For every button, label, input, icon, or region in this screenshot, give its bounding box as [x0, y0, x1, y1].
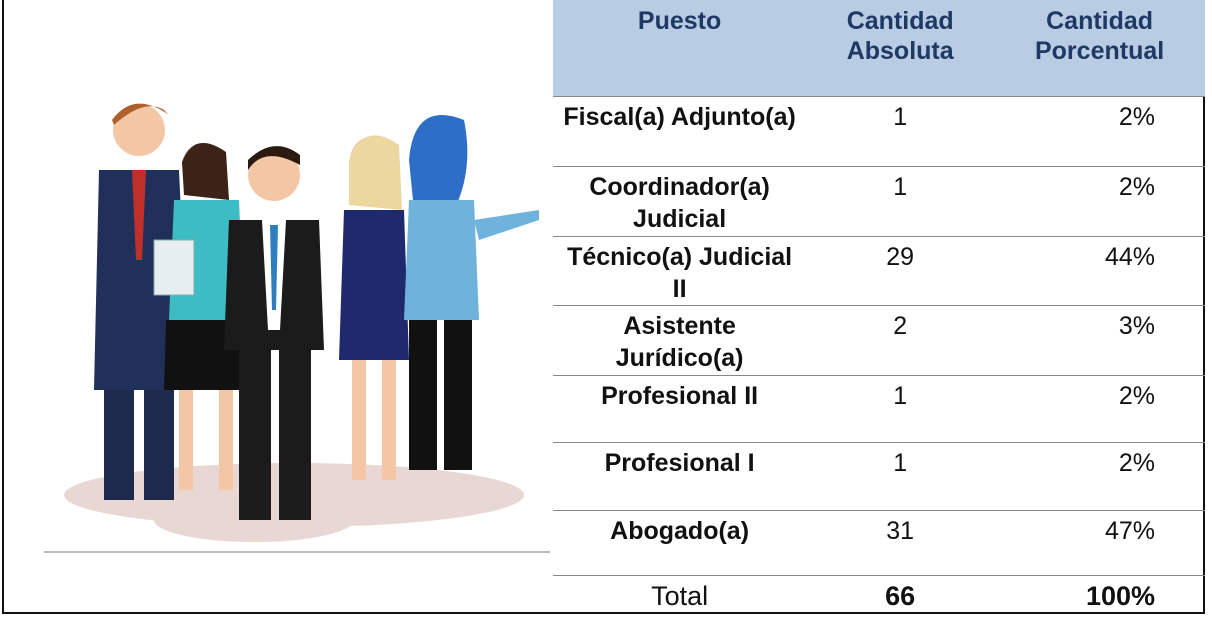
cell: Profesional I — [553, 443, 806, 511]
cell: 31 — [806, 511, 994, 576]
cell: 1 — [806, 376, 994, 443]
total-cell: Total — [553, 576, 806, 622]
page: PuestoCantidad AbsolutaCantidad Porcentu… — [0, 0, 1212, 616]
cell: Asistente Jurídico(a) — [553, 306, 806, 376]
cell: 2 — [806, 306, 994, 376]
total-cell: 100% — [994, 576, 1205, 622]
cell: 29 — [806, 237, 994, 306]
total-cell: 66 — [806, 576, 994, 622]
cell: 2% — [994, 443, 1205, 511]
cell: 1 — [806, 443, 994, 511]
cell: 47% — [994, 511, 1205, 576]
cell: Fiscal(a) Adjunto(a) — [553, 97, 806, 167]
cell: 2% — [994, 97, 1205, 167]
cell: 2% — [994, 376, 1205, 443]
cell: 2% — [994, 167, 1205, 237]
header-cell: Cantidad Porcentual — [994, 0, 1205, 97]
cell: 3% — [994, 306, 1205, 376]
cell: Coordinador(a) Judicial — [553, 167, 806, 237]
header-cell: Puesto — [553, 0, 806, 97]
cell: 1 — [806, 97, 994, 167]
illustration — [4, 90, 552, 560]
cell: 1 — [806, 167, 994, 237]
cell: Profesional II — [553, 376, 806, 443]
cell: Abogado(a) — [553, 511, 806, 576]
cell: Técnico(a) Judicial II — [553, 237, 806, 306]
header-cell: Cantidad Absoluta — [806, 0, 994, 97]
cell: 44% — [994, 237, 1205, 306]
